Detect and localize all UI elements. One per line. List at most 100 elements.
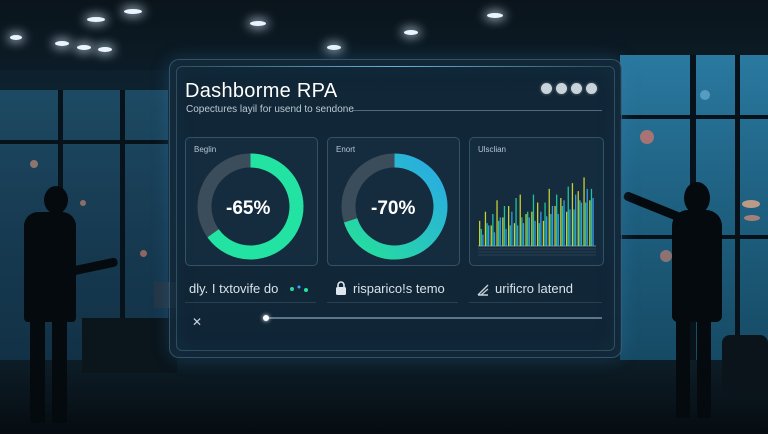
bar-chart-card[interactable]: Ulsclian bbox=[469, 137, 604, 266]
window-control-dot[interactable] bbox=[556, 83, 567, 94]
bar bbox=[550, 214, 552, 246]
gauge-arc bbox=[197, 153, 304, 260]
panel-top-glow bbox=[180, 66, 608, 67]
bar bbox=[531, 211, 533, 246]
collapse-icon[interactable]: ✕ bbox=[192, 315, 203, 329]
bar bbox=[538, 223, 540, 246]
bar bbox=[583, 177, 585, 246]
bar bbox=[573, 209, 575, 246]
ceiling-light bbox=[87, 17, 105, 22]
bar bbox=[585, 202, 587, 246]
bar bbox=[569, 209, 571, 246]
bar bbox=[560, 198, 562, 246]
bar bbox=[528, 217, 530, 246]
bar bbox=[490, 225, 492, 246]
bar bbox=[522, 223, 525, 246]
window-frame bbox=[735, 55, 740, 360]
bar bbox=[482, 234, 484, 246]
bar bbox=[544, 202, 546, 246]
person-left-leg bbox=[30, 318, 45, 423]
bar bbox=[479, 220, 481, 246]
person-left-body bbox=[24, 212, 76, 322]
bar bbox=[508, 206, 510, 246]
city-light bbox=[742, 200, 760, 208]
person-right-leg bbox=[676, 318, 690, 418]
person-right-body bbox=[672, 210, 722, 322]
bar bbox=[498, 220, 500, 246]
bar bbox=[540, 211, 542, 246]
bar bbox=[554, 206, 556, 246]
sparkle-icon bbox=[290, 285, 308, 292]
ceiling-light bbox=[250, 21, 266, 26]
bar bbox=[503, 206, 506, 246]
bar bbox=[580, 202, 583, 246]
bar bbox=[537, 202, 539, 246]
ceiling-light bbox=[55, 41, 69, 46]
bar bbox=[577, 191, 579, 246]
window-control-dot[interactable] bbox=[541, 83, 552, 94]
bar bbox=[571, 183, 574, 246]
bar bbox=[548, 188, 550, 246]
gauge-2 bbox=[341, 153, 448, 260]
desk bbox=[82, 318, 177, 373]
city-light bbox=[140, 250, 147, 257]
timeline-track[interactable] bbox=[266, 317, 602, 319]
gauge-card-2[interactable]: Enort -70% bbox=[327, 137, 460, 266]
dashboard-title: Dashborme RPA bbox=[185, 80, 338, 102]
gauge-arc bbox=[341, 153, 448, 260]
bar bbox=[519, 194, 521, 246]
bar bbox=[561, 206, 564, 246]
window-frame bbox=[0, 140, 168, 144]
info-row-3[interactable]: urificro latend bbox=[469, 276, 602, 303]
bar bbox=[542, 220, 545, 246]
ceiling-light bbox=[77, 45, 91, 50]
row-label: urificro latend bbox=[495, 281, 574, 296]
bar bbox=[496, 200, 498, 246]
bar bbox=[589, 200, 591, 246]
bar bbox=[532, 194, 535, 246]
person-left-head bbox=[44, 186, 68, 214]
ceiling-light bbox=[327, 45, 341, 50]
card-label: Enort bbox=[336, 145, 356, 154]
bar bbox=[502, 217, 504, 246]
window-control-dot[interactable] bbox=[571, 83, 582, 94]
chart-title: Ulsclian bbox=[478, 145, 507, 154]
timeline-handle[interactable] bbox=[263, 315, 269, 321]
bar bbox=[567, 186, 569, 246]
bar bbox=[534, 220, 536, 246]
ceiling-light bbox=[10, 35, 22, 40]
window-control-dot[interactable] bbox=[586, 83, 597, 94]
bar bbox=[575, 194, 577, 246]
person-left-leg bbox=[52, 318, 67, 423]
bar bbox=[513, 223, 516, 246]
bar bbox=[590, 188, 593, 246]
dashboard-subtitle: Copectures layil for usend to sendone bbox=[186, 104, 354, 115]
city-light bbox=[660, 250, 672, 262]
bar bbox=[488, 225, 490, 246]
ceiling-light bbox=[404, 30, 418, 35]
city-light bbox=[80, 200, 86, 206]
bar-chart bbox=[478, 177, 596, 256]
bar bbox=[551, 206, 554, 246]
bar bbox=[493, 232, 496, 246]
gauge-card-1[interactable]: Beglin -65% bbox=[185, 137, 318, 266]
bar bbox=[515, 198, 517, 246]
ceiling-light bbox=[487, 13, 503, 18]
city-light bbox=[30, 160, 38, 168]
window-frame bbox=[620, 115, 768, 119]
bar bbox=[557, 214, 559, 246]
bar bbox=[546, 216, 548, 246]
card-label: Beglin bbox=[194, 145, 217, 154]
bar bbox=[556, 194, 558, 246]
info-row-1[interactable]: dly. I txtovife do bbox=[185, 276, 316, 303]
bar bbox=[505, 228, 507, 246]
chair bbox=[722, 335, 768, 395]
person-right-leg bbox=[697, 318, 711, 418]
info-row-2[interactable]: risparico!s temo bbox=[327, 276, 458, 303]
gauge-1 bbox=[197, 153, 304, 260]
subtitle-divider bbox=[352, 110, 602, 111]
city-light bbox=[700, 90, 710, 100]
dashboard-panel bbox=[169, 59, 622, 358]
bar bbox=[527, 211, 529, 246]
row-label: risparico!s temo bbox=[353, 281, 445, 296]
